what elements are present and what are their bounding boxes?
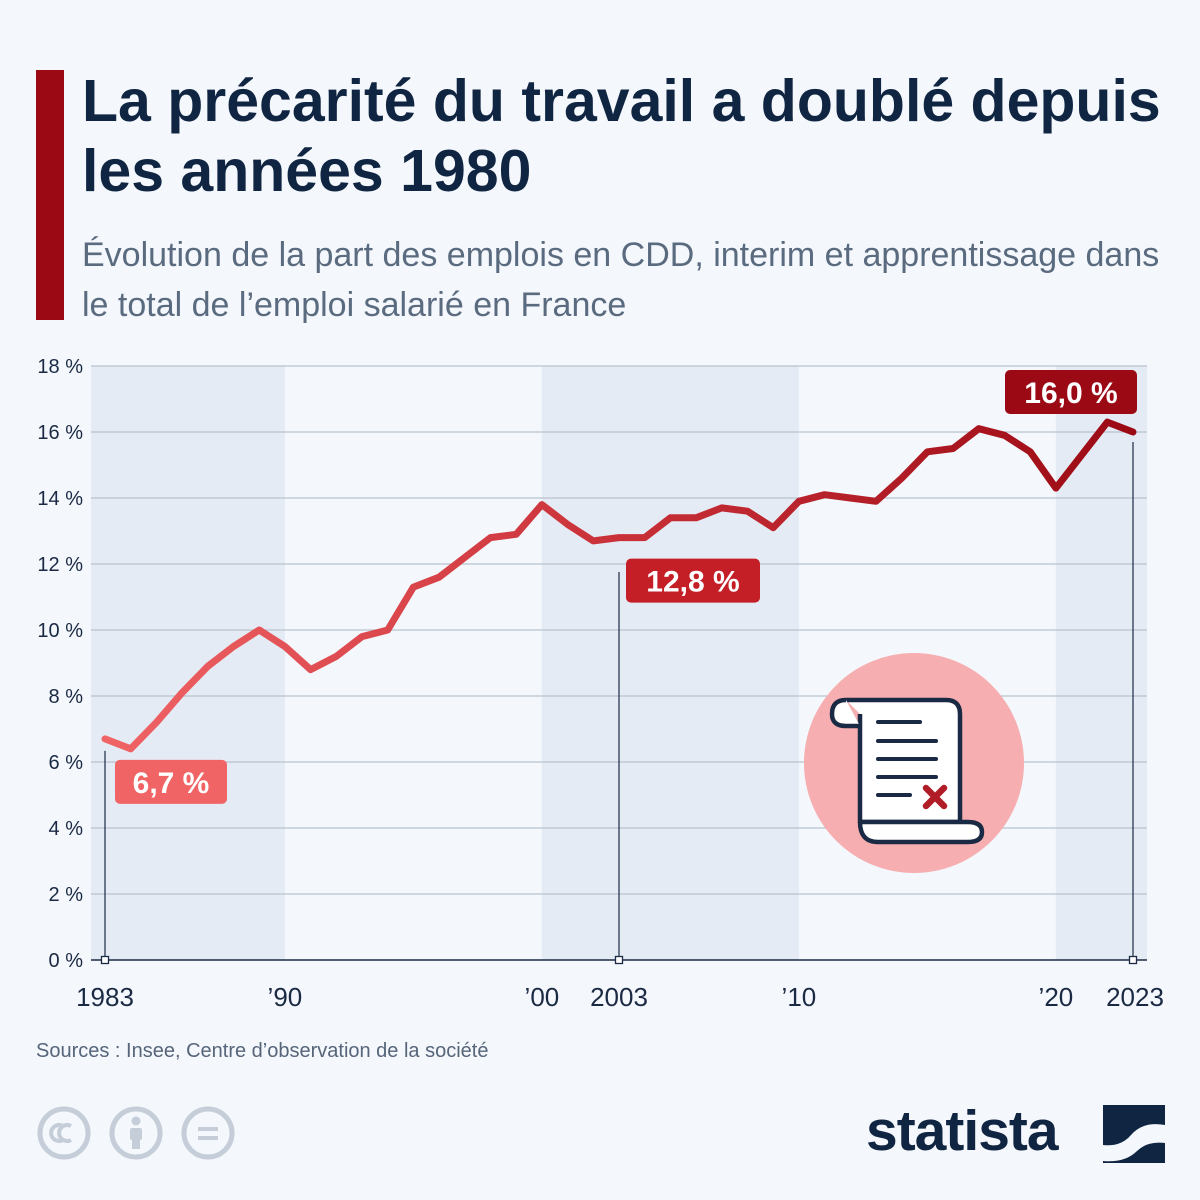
by-icon[interactable] [108,1105,164,1161]
x-tick-label: ’00 [525,982,560,1012]
decade-shade [91,366,285,960]
x-axis: 1983 ’90 ’00 2003 ’10 ’20 2023 [76,982,1164,1012]
title-accent-bar [36,70,64,320]
line-chart: 0 % 2 % 4 % 6 % 8 % 10 % 12 % 14 % 16 % 18 % 1983… [37,356,1164,1012]
y-tick-label: 6 % [49,752,84,774]
y-tick-label: 10 % [37,620,83,642]
x-tick-label: ’90 [268,982,303,1012]
value-label: 16,0 % [1024,377,1117,410]
value-label: 12,8 % [646,566,739,599]
contract-text-lines [876,720,938,797]
y-tick-label: 14 % [37,488,83,510]
callout-leader-lines [100,442,1138,965]
statista-logo-icon [1103,1105,1165,1163]
contract-scroll-top-curl [829,697,860,729]
axis-marker [100,955,110,965]
nd-icon[interactable] [180,1105,236,1161]
cc-icon[interactable] [36,1105,92,1161]
y-tick-label: 18 % [37,356,83,378]
page-title: La précarité du travail a doublé depuis … [82,68,1161,204]
callout-labels: 6,7 % 12,8 % 16,0 % [115,370,1137,804]
contract-icon [804,653,1024,873]
cross-mark-icon [922,784,948,810]
y-tick-label: 16 % [37,422,83,444]
y-tick-label: 0 % [49,950,84,972]
axis-marker [614,955,624,965]
x-tick-label: 2003 [590,982,648,1012]
y-tick-label: 8 % [49,686,84,708]
x-tick-label: ’20 [1039,982,1074,1012]
statista-logo[interactable]: statista [866,1099,1059,1163]
x-tick-label: 2023 [1106,982,1164,1012]
value-label: 6,7 % [133,767,210,800]
x-tick-label: 1983 [76,982,134,1012]
y-tick-label: 4 % [49,818,84,840]
value-label-box [115,759,227,804]
page-subtitle: Évolution de la part des emplois en CDD,… [82,236,1160,324]
series-line [101,418,1137,753]
contract-scroll-bottom-curl [857,819,985,845]
y-tick-label: 2 % [49,884,84,906]
decade-shading [91,366,1147,960]
value-label-box [1005,370,1137,414]
x-tick-label: ’10 [782,982,817,1012]
decade-shade [541,366,799,960]
value-label-box [626,558,760,603]
y-tick-label: 12 % [37,554,83,576]
y-axis-labels: 0 % 2 % 4 % 6 % 8 % 10 % 12 % 14 % 16 % 18 % [37,356,83,972]
source-note: Sources : Insee, Centre d’observation de… [36,1040,489,1062]
axis-marker [1128,955,1138,965]
